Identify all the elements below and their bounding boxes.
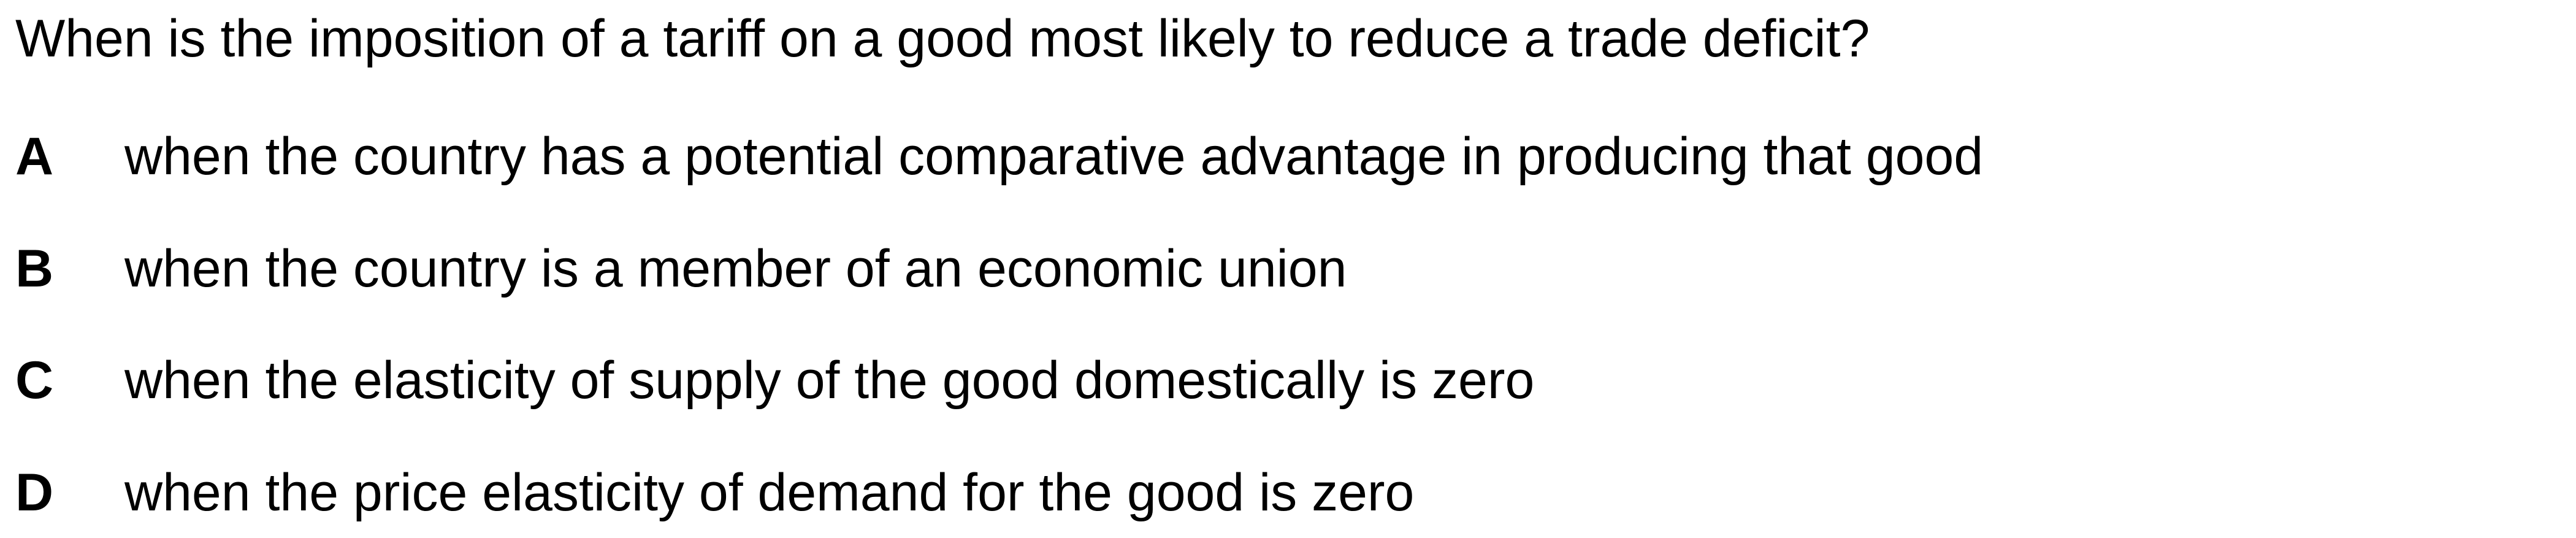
option-text: when the elasticity of supply of the goo… [124,351,1535,410]
option-letter: C [15,351,54,410]
option-text: when the country is a member of an econo… [124,239,1347,298]
option-c[interactable]: C when the elasticity of supply of the g… [15,347,1534,414]
option-text: when the price elasticity of demand for … [124,463,1415,522]
option-b[interactable]: B when the country is a member of an eco… [15,235,1347,302]
option-text: when the country has a potential compara… [124,127,1984,186]
option-d[interactable]: D when the price elasticity of demand fo… [15,459,1414,526]
option-a[interactable]: A when the country has a potential compa… [15,123,1983,190]
option-letter: B [15,239,54,298]
option-letter: D [15,463,54,522]
question-text: When is the imposition of a tariff on a … [15,9,1870,68]
option-letter: A [15,127,54,186]
